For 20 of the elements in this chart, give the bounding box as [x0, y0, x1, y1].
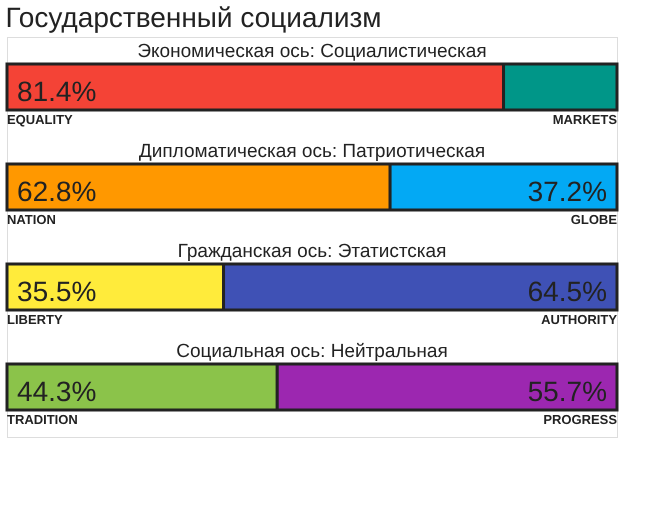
- data-label: 64.5%: [528, 276, 607, 307]
- annotation: NATION: [7, 212, 56, 227]
- data-label: 62.8%: [17, 176, 96, 207]
- annotation: GLOBE: [570, 212, 618, 227]
- data-label: 35.5%: [17, 276, 96, 307]
- y-tick-label: Гражданская ось: Этатистская: [178, 241, 446, 262]
- data-label: 44.3%: [17, 376, 96, 407]
- data-label: 55.7%: [528, 376, 607, 407]
- data-label: 37.2%: [528, 176, 607, 207]
- y-tick-label: Социальная ось: Нейтральная: [176, 341, 448, 362]
- y-tick-label: Дипломатическая ось: Патриотическая: [138, 141, 486, 162]
- annotation: AUTHORITY: [541, 312, 618, 327]
- annotation: LIBERTY: [7, 312, 63, 327]
- data-label: 81.4%: [17, 76, 96, 107]
- annotation: EQUALITY: [7, 112, 74, 127]
- annotation: TRADITION: [7, 412, 78, 427]
- annotation: PROGRESS: [543, 412, 618, 427]
- chart-title: Государственный социализм: [6, 2, 382, 33]
- y-tick-label: Экономическая ось: Социалистическая: [137, 41, 487, 62]
- annotation: MARKETS: [552, 112, 618, 127]
